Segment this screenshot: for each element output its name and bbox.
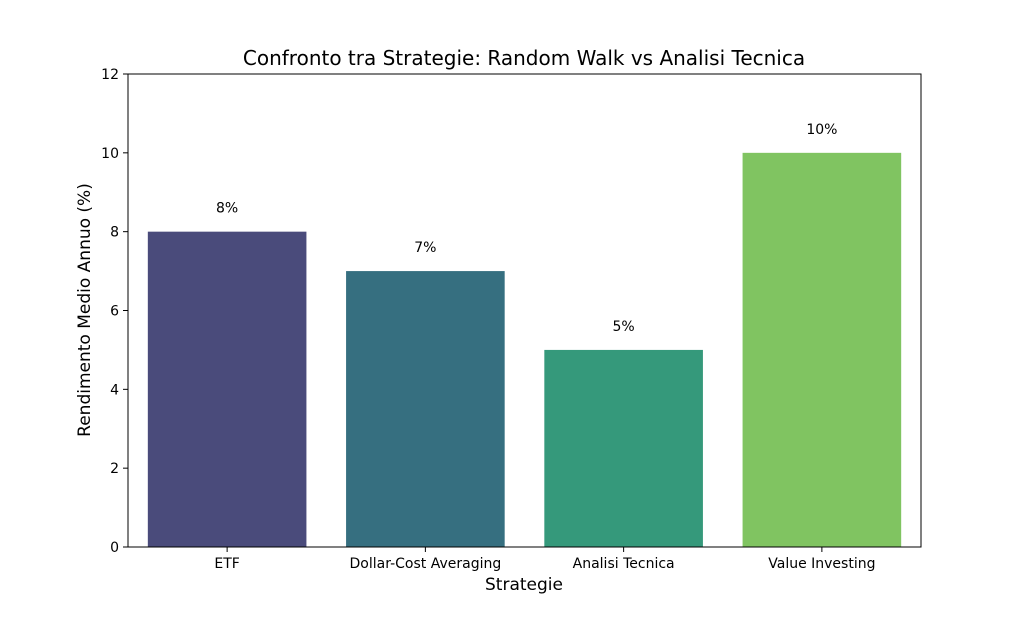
data-label: 7% — [414, 240, 436, 256]
x-axis-label: Strategie — [485, 575, 563, 595]
data-labels-layer: 8% 7% 5% 10% — [216, 122, 837, 335]
y-tick-label: 6 — [110, 304, 119, 320]
x-tick-label: Value Investing — [768, 556, 875, 572]
x-tick-label: Analisi Tecnica — [573, 556, 675, 572]
bar-analisi-tecnica — [544, 349, 703, 547]
data-label: 8% — [216, 201, 238, 217]
y-tick-label: 0 — [110, 540, 119, 556]
y-tick-label: 12 — [101, 67, 119, 83]
bar-dollar-cost-averaging — [346, 271, 505, 547]
y-axis-label: Rendimento Medio Annuo (%) — [75, 183, 95, 437]
x-tick-label: ETF — [214, 556, 239, 572]
x-axis-ticks: ETF Dollar-Cost Averaging Analisi Tecnica V… — [214, 547, 875, 572]
x-tick-label: Dollar-Cost Averaging — [350, 556, 502, 572]
chart-title: Confronto tra Strategie: Random Walk vs … — [243, 46, 805, 70]
bars-layer — [147, 152, 902, 548]
y-tick-label: 10 — [101, 146, 119, 162]
bar-value-investing — [742, 152, 902, 548]
y-tick-label: 4 — [110, 382, 119, 398]
y-tick-label: 2 — [110, 461, 119, 477]
plot-frame — [127, 73, 922, 548]
data-label: 10% — [806, 122, 837, 138]
y-tick-label: 8 — [110, 225, 119, 241]
y-axis-ticks: 0 2 4 6 8 10 12 — [101, 67, 128, 556]
data-label: 5% — [613, 319, 635, 335]
bar-etf — [147, 231, 307, 547]
